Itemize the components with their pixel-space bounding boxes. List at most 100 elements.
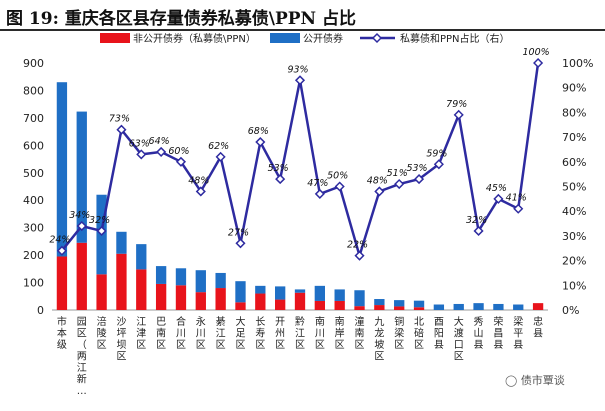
bar-public — [275, 286, 286, 300]
y-right-tick-label: 90% — [562, 82, 586, 95]
x-tick-label-char: 碚 — [414, 327, 424, 340]
x-tick-label-char: 梁 — [513, 315, 523, 328]
y-right-tick-label: 30% — [562, 230, 586, 243]
ratio-marker — [136, 149, 147, 160]
legend-private-label: 非公开债券（私募债\PPN） — [133, 32, 256, 45]
bar-public — [493, 303, 504, 310]
bar-public — [334, 289, 345, 301]
x-tick-label-char: 寿 — [255, 327, 265, 340]
bar-public — [394, 300, 405, 307]
x-tick-label-char: 津 — [136, 328, 146, 340]
x-tick-label-char: 酉 — [434, 317, 444, 328]
x-tick-label-char: 区 — [176, 339, 186, 351]
x-tick-label-char: 沙 — [116, 316, 126, 328]
x-tick-label-char: 梁 — [394, 327, 404, 340]
x-tick-label-char: 川 — [176, 329, 186, 340]
bar-public — [413, 300, 425, 308]
ratio-marker — [453, 109, 464, 120]
watermark-text: 债市覃谈 — [520, 374, 565, 387]
bar-private — [394, 306, 405, 310]
ratio-data-label: 45% — [486, 183, 507, 194]
chat-bubble-icon: ◯ — [505, 374, 518, 387]
x-tick-label-char: 区 — [355, 339, 365, 351]
y-right-tick-label: 50% — [562, 181, 586, 194]
bar-private — [195, 292, 206, 310]
bar-public — [76, 111, 87, 243]
legend-public-label: 公开债券 — [303, 32, 343, 45]
ratio-data-label: 73% — [109, 114, 130, 125]
ratio-marker — [374, 186, 385, 197]
x-tick-label-char: 长 — [255, 316, 265, 328]
bar-public — [235, 281, 246, 303]
ratio-marker — [294, 75, 306, 86]
ratio-data-label: 51% — [387, 168, 408, 179]
ratio-data-label: 27% — [228, 227, 249, 238]
y-right-tick-label: 60% — [562, 156, 586, 169]
x-tick-label-char: 区 — [454, 351, 464, 363]
ratio-data-label: 62% — [208, 141, 229, 152]
x-tick-label-char: 县 — [513, 339, 523, 351]
bar-public — [473, 303, 484, 310]
x-tick-label-char: 潼 — [355, 315, 365, 328]
x-tick-label-char: 江 — [295, 328, 305, 340]
x-tick-label-char: 级 — [57, 339, 67, 351]
bar-private — [374, 305, 385, 310]
ratio-data-label: 100% — [522, 47, 549, 58]
y-left-tick-label: 400 — [23, 194, 44, 207]
ratio-data-label: 79% — [446, 99, 467, 110]
x-tick-label-char: 川 — [196, 329, 206, 340]
ratio-line — [60, 62, 540, 261]
x-tick-label-char: 市 — [57, 315, 67, 328]
x-tick-label-char: 区 — [235, 339, 245, 351]
x-tick-label-char: 巴 — [156, 316, 166, 328]
ratio-data-label: 32% — [466, 215, 487, 226]
ratio-data-label: 50% — [327, 171, 348, 182]
y-right-tick-label: 10% — [562, 279, 586, 292]
x-tick-label-char: （ — [77, 339, 87, 351]
bar-private — [413, 307, 425, 310]
bar-private — [275, 299, 286, 310]
y-left-tick-label: 800 — [23, 84, 44, 97]
ratio-marker — [394, 178, 405, 190]
x-tick-label-char: 区 — [315, 339, 325, 351]
x-tick-label-char: 龙 — [374, 327, 384, 340]
x-tick-label-char: 陵 — [97, 328, 107, 340]
ratio-data-label: 60% — [168, 146, 189, 157]
x-tick-label-char: 江 — [136, 316, 146, 328]
x-tick-label-char: 忠 — [533, 316, 543, 328]
x-tick-label-char: 南 — [156, 327, 166, 340]
x-tick-label-char: 区 — [216, 339, 226, 351]
bar-private — [255, 293, 266, 310]
x-tick-label-char: 区 — [414, 339, 424, 351]
x-tick-label-char: 州 — [275, 328, 285, 340]
x-tick-label-char: … — [77, 386, 87, 397]
y-left-tick-label: 0 — [37, 304, 44, 317]
bar-public — [433, 304, 445, 310]
x-tick-label-char: 本 — [57, 327, 67, 340]
ratio-data-label: 47% — [307, 178, 328, 189]
x-tick-label-char: 九 — [374, 316, 384, 328]
ratio-marker — [255, 136, 266, 148]
x-tick-label-char: 阳 — [434, 328, 444, 340]
x-tick-label-char: 南 — [335, 315, 345, 328]
x-tick-label-char: 秀 — [474, 316, 484, 328]
ratio-marker — [215, 151, 226, 162]
ratio-data-label: 64% — [149, 136, 170, 147]
x-tick-label-char: 县 — [533, 328, 543, 340]
x-tick-label-char: 坡 — [374, 338, 384, 351]
x-tick-label-char: 坪 — [116, 327, 126, 340]
y-left-tick-label: 200 — [23, 249, 44, 262]
x-tick-label-char: 两 — [77, 352, 87, 363]
ratio-marker — [334, 181, 345, 192]
watermark: ◯ 债市覃谈 — [505, 372, 565, 388]
x-tick-label-char: 平 — [513, 329, 523, 340]
x-tick-label-char: 铜 — [394, 316, 404, 328]
x-tick-label-char: 涪 — [97, 315, 107, 328]
ratio-marker — [493, 193, 504, 204]
ratio-marker — [116, 124, 127, 135]
bar-private — [334, 300, 345, 310]
ratio-marker — [76, 220, 87, 232]
bar-private — [116, 253, 127, 310]
y-right-tick-label: 80% — [562, 106, 586, 119]
bar-private — [314, 300, 325, 310]
